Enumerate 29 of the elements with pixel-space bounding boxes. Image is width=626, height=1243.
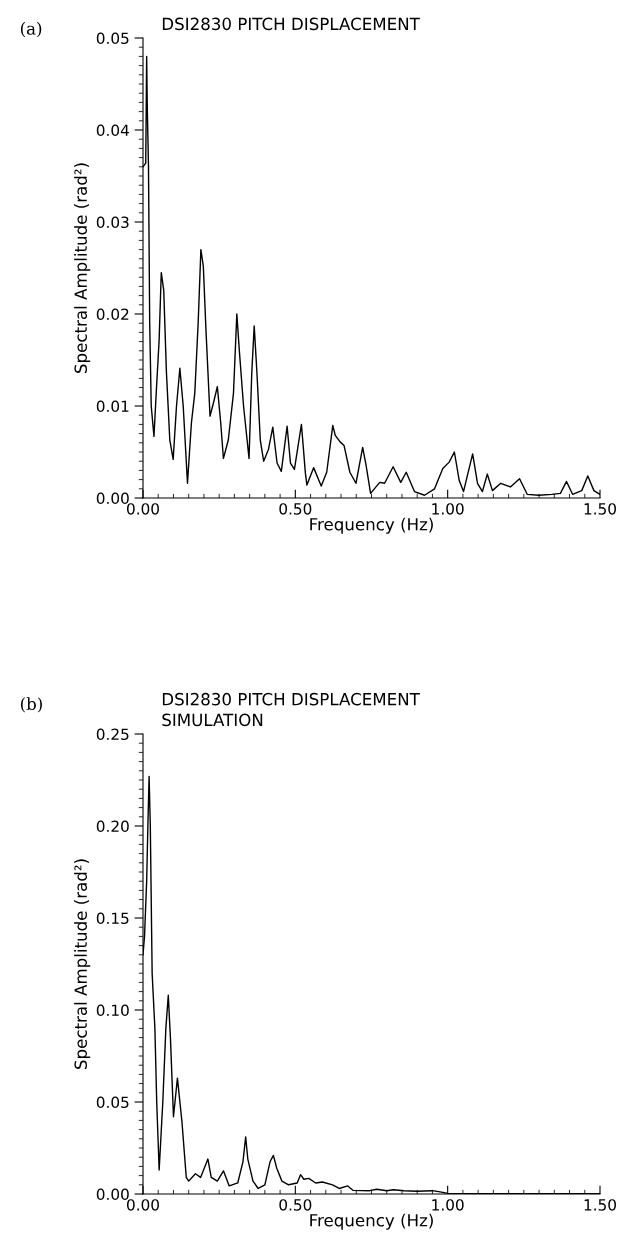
x-tick-label: 0.00 <box>127 1199 159 1211</box>
x-tick-label: 0.50 <box>279 503 312 515</box>
y-tick-label: 0.01 <box>96 400 129 413</box>
y-tick-label: 0.02 <box>96 308 129 321</box>
x-tick-label: 1.50 <box>584 503 616 515</box>
y-tick-label: 0.00 <box>96 1188 129 1201</box>
y-tick-label: 0.15 <box>96 912 129 925</box>
y-tick-label: 0.03 <box>96 216 129 229</box>
y-tick-label: 0.10 <box>96 1004 129 1017</box>
x-axis-title: Frequency (Hz) <box>310 1213 433 1230</box>
y-tick-label: 0.00 <box>96 492 129 505</box>
text: (a) <box>20 21 42 38</box>
y-axis-title: Spectral Amplitude (rad²) <box>74 859 91 1069</box>
chart-title: DSI2830 PITCH DISPLACEMENT <box>162 692 420 706</box>
x-tick-label: 1.00 <box>432 1199 464 1211</box>
y-tick-label: 0.25 <box>96 728 129 741</box>
chart-title: DSI2830 PITCH DISPLACEMENT <box>162 17 420 31</box>
chart-subtitle: SIMULATION <box>162 713 263 727</box>
y-tick-label: 0.20 <box>96 820 129 833</box>
x-tick-label: 1.00 <box>432 503 464 515</box>
text: (b) <box>20 697 42 713</box>
y-tick-label: 0.04 <box>96 124 129 137</box>
y-tick-label: 0.05 <box>96 1096 129 1109</box>
y-axis-title: Spectral Amplitude (rad²) <box>74 163 91 373</box>
x-axis-title: Frequency (Hz) <box>310 517 433 534</box>
x-tick-label: 0.50 <box>279 1199 312 1211</box>
y-tick-label: 0.05 <box>96 32 129 45</box>
x-tick-label: 0.00 <box>127 503 159 515</box>
x-tick-label: 1.50 <box>584 1199 616 1211</box>
